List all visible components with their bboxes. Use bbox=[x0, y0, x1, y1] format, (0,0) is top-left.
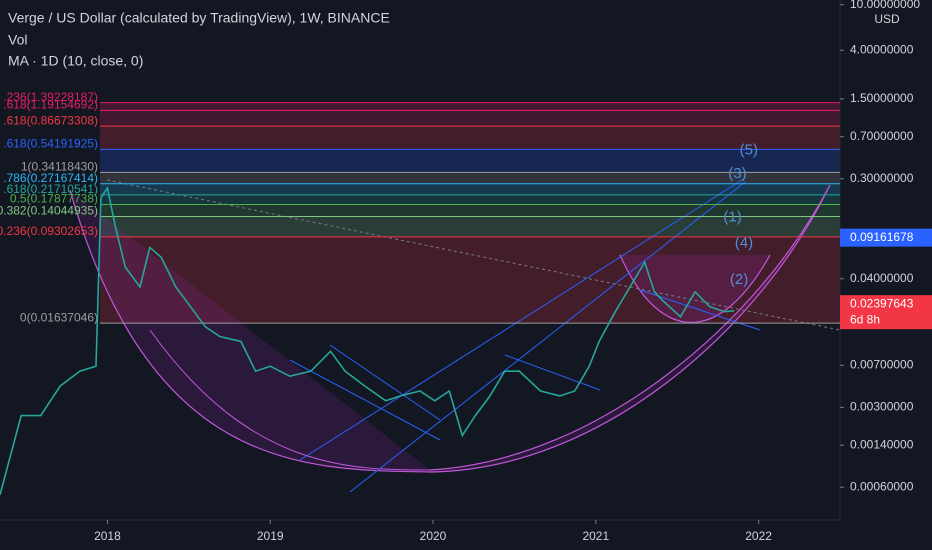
subtitle: Vol bbox=[8, 32, 27, 48]
price-tag bbox=[840, 228, 932, 247]
fib-label: .618(0.86673308) bbox=[3, 113, 98, 127]
y-tick-label: 0.00300000 bbox=[850, 400, 914, 414]
indicator: MA · 1D (10, close, 0) bbox=[8, 53, 143, 69]
flag-line bbox=[329, 344, 441, 421]
chart-title: Verge / US Dollar (calculated by Trading… bbox=[8, 10, 390, 26]
x-tick-label: 2019 bbox=[257, 529, 284, 543]
fib-label: .618(1.19154692) bbox=[3, 97, 98, 111]
fib-band bbox=[100, 172, 840, 184]
fib-label: 0.382(0.14044935) bbox=[0, 204, 98, 218]
y-tick-label: 1.50000000 bbox=[850, 91, 914, 105]
plot: .236(1.39228187).618(1.19154692) .618(0.8… bbox=[0, 90, 840, 496]
y-tick-label: 0.00140000 bbox=[850, 437, 914, 451]
trend-line bbox=[106, 179, 841, 331]
drawings bbox=[0, 0, 841, 521]
y-tick-label: 4.00000000 bbox=[850, 42, 914, 56]
wave-label: (1) bbox=[723, 209, 741, 226]
wave-label: (5) bbox=[740, 141, 758, 158]
channel-line bbox=[349, 181, 746, 493]
y-tick-label: 0.30000000 bbox=[850, 171, 914, 185]
fib-label: .618(0.54191925) bbox=[3, 137, 98, 151]
channel-line bbox=[299, 177, 746, 461]
fib-label: 0.236(0.09302653) bbox=[0, 224, 98, 238]
y-tick-label: 0.00060000 bbox=[850, 479, 914, 493]
y-tick-label: 10.00000000 bbox=[850, 0, 920, 11]
fib-band bbox=[100, 110, 840, 127]
fib-band bbox=[100, 183, 840, 195]
fib-label: 1(0.34118430) bbox=[21, 160, 98, 174]
fib-label: .236(1.39228187) bbox=[3, 90, 98, 104]
fib-band bbox=[100, 194, 840, 205]
fib-label: .618(0.21710541) bbox=[3, 182, 98, 196]
flag-line bbox=[289, 359, 441, 441]
fib-label: .786(0.27167414) bbox=[3, 171, 98, 185]
fib-band bbox=[100, 149, 840, 173]
grid bbox=[106, 4, 844, 524]
wave-label: (4) bbox=[735, 234, 753, 251]
x-tick-label: 2022 bbox=[745, 529, 772, 543]
unit-box bbox=[872, 10, 902, 28]
y-tick-label: 0.70000000 bbox=[850, 129, 914, 143]
x-tick-label: 2020 bbox=[420, 529, 447, 543]
wave-label: (3) bbox=[728, 165, 746, 182]
wave-label: (2) bbox=[730, 271, 748, 288]
x-tick-label: 2018 bbox=[94, 529, 121, 543]
y-tick-label: 0.04000000 bbox=[850, 271, 914, 285]
y-tick-label: 0.00700000 bbox=[850, 357, 914, 371]
fib-band bbox=[100, 216, 840, 237]
price-tag-countdown: 6d 8h bbox=[850, 312, 880, 326]
bowl-inner bbox=[149, 329, 431, 471]
price-tag bbox=[840, 295, 932, 330]
fib-band bbox=[100, 204, 840, 217]
price-line bbox=[0, 185, 735, 496]
small-bowl bbox=[619, 254, 771, 323]
bowl bbox=[69, 184, 831, 473]
y-axis-label: USD bbox=[874, 12, 900, 26]
x-tick-label: 2021 bbox=[582, 529, 609, 543]
fib-label: 0.5(0.17877738) bbox=[10, 192, 98, 206]
fib-band bbox=[100, 102, 840, 111]
fib-label: 0(0.01637046) bbox=[20, 310, 98, 324]
flag-line bbox=[504, 354, 601, 391]
price-tag-label: 0.09161678 bbox=[850, 230, 914, 244]
fib-band bbox=[100, 126, 840, 150]
fib-bands bbox=[100, 102, 840, 324]
price-tag-label: 0.02397643 bbox=[850, 296, 914, 310]
